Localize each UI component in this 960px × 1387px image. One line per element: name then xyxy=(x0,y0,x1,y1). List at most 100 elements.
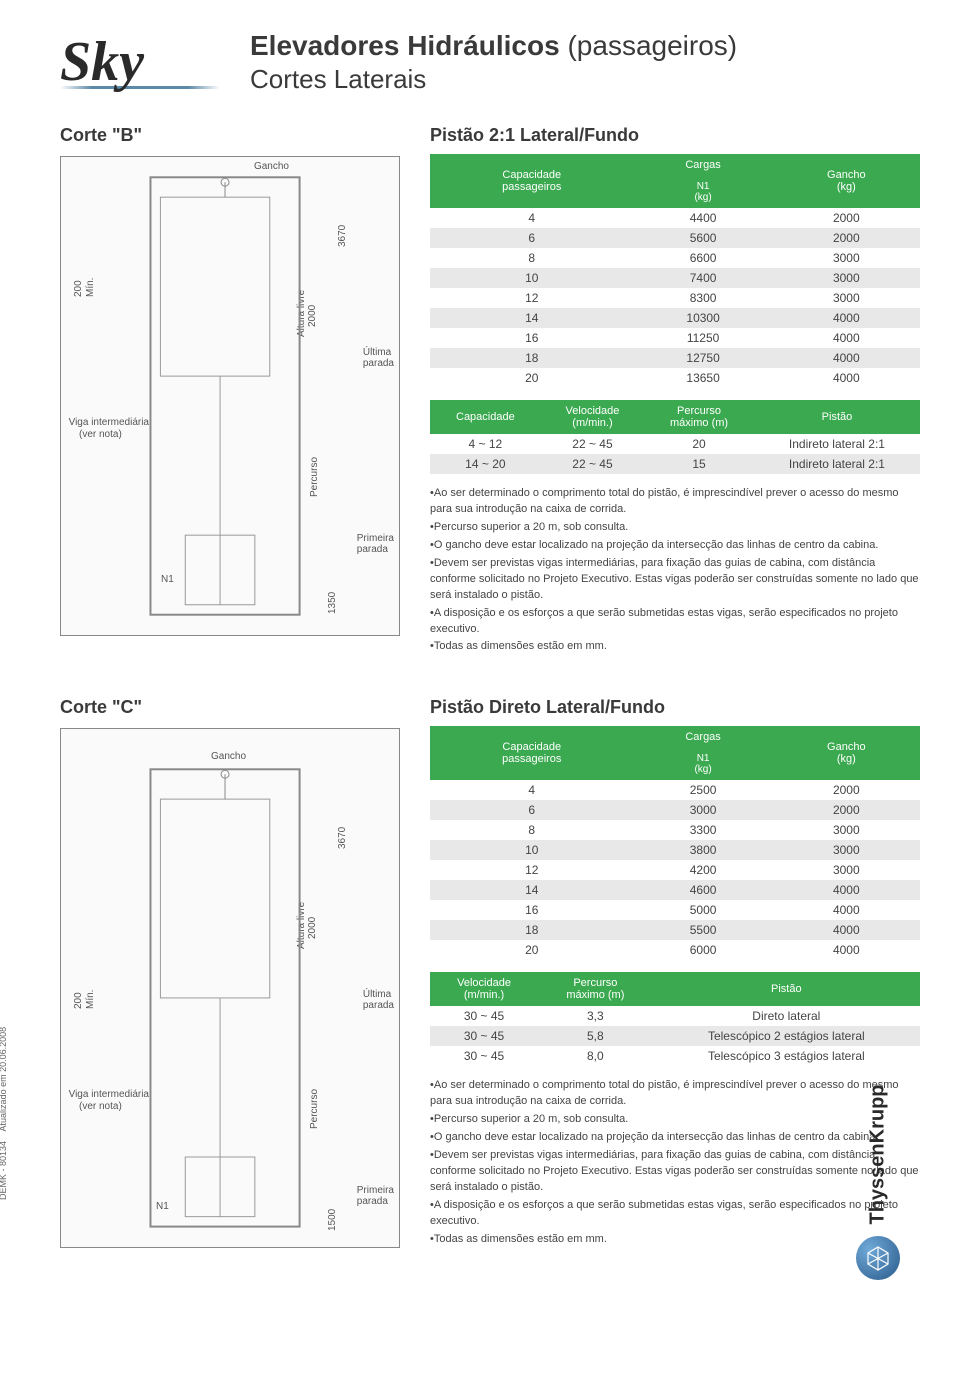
table-row: 425002000 xyxy=(430,780,920,800)
table-cell: 18 xyxy=(430,920,634,940)
title-block: Elevadores Hidráulicos (passageiros) Cor… xyxy=(250,30,737,95)
table-cell: 3,3 xyxy=(538,1006,653,1026)
corte-c-title: Corte "C" xyxy=(60,697,400,718)
table-cell: 20 xyxy=(644,434,754,454)
table-row: 18127504000 xyxy=(430,348,920,368)
table-cell: 3000 xyxy=(773,268,920,288)
table-cell: Indireto lateral 2:1 xyxy=(754,434,920,454)
table-row: 2060004000 xyxy=(430,940,920,960)
table-cell: 4000 xyxy=(773,308,920,328)
table-cell: 18 xyxy=(430,348,634,368)
table-cell: 2000 xyxy=(773,228,920,248)
th-b2-cap: Capacidade xyxy=(430,400,541,434)
brand-name: ThyssenKrupp xyxy=(866,1084,889,1224)
note-line: •O gancho deve estar localizado na proje… xyxy=(430,538,920,554)
th-b2-pis: Pistão xyxy=(754,400,920,434)
table-cell: 6600 xyxy=(634,248,773,268)
table-b-cargas: Capacidade passageiros Cargas Gancho (kg… xyxy=(430,154,920,388)
table-row: 1650004000 xyxy=(430,900,920,920)
table-cell: 14 xyxy=(430,880,634,900)
th-c-gancho: Gancho (kg) xyxy=(773,726,920,780)
th-b2-vel: Velocidade (m/min.) xyxy=(541,400,644,434)
table-row: 14103004000 xyxy=(430,308,920,328)
th-cargas-span: Cargas xyxy=(634,154,773,176)
th-n1: N1 (kg) xyxy=(634,176,773,208)
table-row: 14 ~ 2022 ~ 4515Indireto lateral 2:1 xyxy=(430,454,920,474)
table-b-pistao: Capacidade Velocidade (m/min.) Percurso … xyxy=(430,400,920,474)
table-cell: 10300 xyxy=(634,308,773,328)
table-cell: 4000 xyxy=(773,348,920,368)
pistao-c-title: Pistão Direto Lateral/Fundo xyxy=(430,697,920,718)
logo-block: Sky xyxy=(60,30,220,89)
table-row: 630002000 xyxy=(430,800,920,820)
table-row: 1074003000 xyxy=(430,268,920,288)
table-cell: 3000 xyxy=(634,800,773,820)
th-c2-pis: Pistão xyxy=(653,972,920,1006)
note-line: •Ao ser determinado o comprimento total … xyxy=(430,1078,920,1110)
table-cell: 15 xyxy=(644,454,754,474)
table-cell: 2500 xyxy=(634,780,773,800)
table-cell: 5500 xyxy=(634,920,773,940)
th-b2-per: Percurso máximo (m) xyxy=(644,400,754,434)
note-line: •Todas as dimensões estão em mm. xyxy=(430,639,920,655)
pistao-b-title: Pistão 2:1 Lateral/Fundo xyxy=(430,125,920,146)
table-cell: 5000 xyxy=(634,900,773,920)
table-cell: 4000 xyxy=(773,880,920,900)
table-cell: 11250 xyxy=(634,328,773,348)
table-cell: 4600 xyxy=(634,880,773,900)
table-cell: 6 xyxy=(430,228,634,248)
table-row: 444002000 xyxy=(430,208,920,228)
table-cell: Indireto lateral 2:1 xyxy=(754,454,920,474)
table-cell: 30 ~ 45 xyxy=(430,1026,538,1046)
table-cell: 4 xyxy=(430,780,634,800)
table-cell: 4400 xyxy=(634,208,773,228)
table-cell: 6 xyxy=(430,800,634,820)
table-cell: 2000 xyxy=(773,780,920,800)
table-cell: 3000 xyxy=(773,840,920,860)
table-cell: 12 xyxy=(430,860,634,880)
tbody-c-cargas: 4250020006300020008330030001038003000124… xyxy=(430,780,920,960)
table-cell: 8 xyxy=(430,820,634,840)
table-cell: 22 ~ 45 xyxy=(541,434,644,454)
diagram-corte-b: Gancho 200 Mín. Viga intermediária (ver … xyxy=(60,156,400,636)
table-row: 20136504000 xyxy=(430,368,920,388)
th-c2-vel: Velocidade (m/min.) xyxy=(430,972,538,1006)
th-c-cargas-span: Cargas xyxy=(634,726,773,748)
brand-block: ThyssenKrupp xyxy=(808,1143,948,1280)
title-light: (passageiros) xyxy=(567,30,737,61)
meta-code: DEMK - 80134 xyxy=(0,1141,8,1200)
table-cell: 3000 xyxy=(773,820,920,840)
table-row: 1855004000 xyxy=(430,920,920,940)
table-cell: 5,8 xyxy=(538,1026,653,1046)
table-cell: 30 ~ 45 xyxy=(430,1006,538,1026)
table-cell: 2000 xyxy=(773,208,920,228)
table-cell: 3300 xyxy=(634,820,773,840)
table-cell: 4000 xyxy=(773,368,920,388)
table-row: 16112504000 xyxy=(430,328,920,348)
section-corte-c: Corte "C" Gancho 200 Mín. Viga intermedi… xyxy=(60,697,920,1249)
table-row: 866003000 xyxy=(430,248,920,268)
note-line: •Percurso superior a 20 m, sob consulta. xyxy=(430,1112,920,1128)
table-cell: 20 xyxy=(430,940,634,960)
note-line: •A disposição e os esforços a que serão … xyxy=(430,606,920,638)
table-cell: 16 xyxy=(430,328,634,348)
table-cell: 8300 xyxy=(634,288,773,308)
table-cell: 4200 xyxy=(634,860,773,880)
th-gancho: Gancho (kg) xyxy=(773,154,920,208)
table-cell: Telescópico 3 estágios lateral xyxy=(653,1046,920,1066)
tbody-b-pistao: 4 ~ 1222 ~ 4520Indireto lateral 2:114 ~ … xyxy=(430,434,920,474)
tbody-b-cargas: 4440020006560020008660030001074003000128… xyxy=(430,208,920,388)
meta-date: Atualizado em 20.06.2008 xyxy=(0,1027,8,1132)
note-line: •Devem ser previstas vigas intermediária… xyxy=(430,556,920,604)
note-line: •Ao ser determinado o comprimento total … xyxy=(430,486,920,518)
table-cell: 12750 xyxy=(634,348,773,368)
table-cell: Direto lateral xyxy=(653,1006,920,1026)
table-cell: 8 xyxy=(430,248,634,268)
table-cell: 30 ~ 45 xyxy=(430,1046,538,1066)
table-row: 4 ~ 1222 ~ 4520Indireto lateral 2:1 xyxy=(430,434,920,454)
corte-b-title: Corte "B" xyxy=(60,125,400,146)
notes-b: •Ao ser determinado o comprimento total … xyxy=(430,486,920,655)
table-row: 656002000 xyxy=(430,228,920,248)
table-cell: 4 xyxy=(430,208,634,228)
table-cell: 4000 xyxy=(773,920,920,940)
